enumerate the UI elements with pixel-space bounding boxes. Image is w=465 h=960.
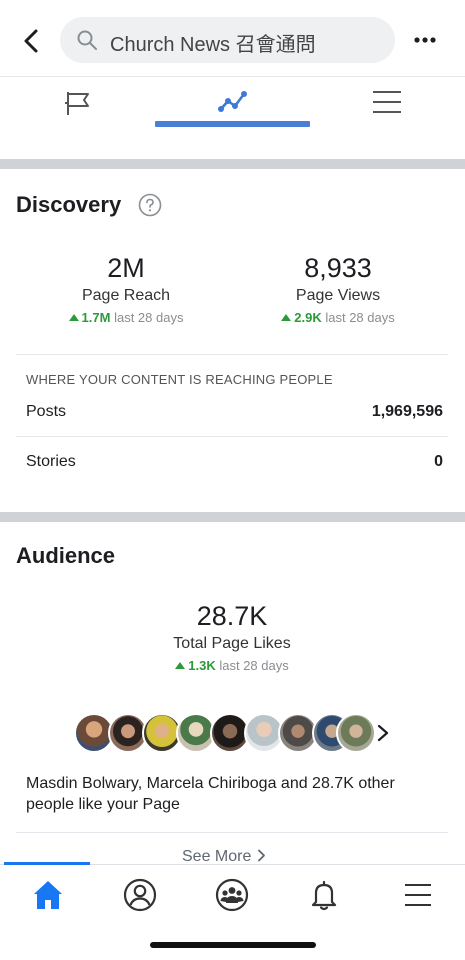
nav-groups[interactable] (212, 875, 252, 915)
reach-row-value: 1,969,596 (371, 403, 443, 420)
tab-menu[interactable] (310, 77, 465, 131)
hamburger-icon (373, 91, 401, 113)
metric-trend: 2.9K last 28 days (238, 310, 438, 325)
metric-delta: 2.9K (294, 310, 322, 325)
up-arrow-icon (68, 314, 79, 321)
section-divider (0, 512, 465, 522)
avatar[interactable] (176, 713, 216, 753)
metric-value: 28.7K (196, 601, 268, 631)
tab-insights[interactable] (155, 77, 310, 131)
section-divider (0, 159, 465, 169)
reach-row-label: Stories (26, 453, 76, 470)
page-tabs (0, 76, 465, 130)
search-input[interactable]: Church News 召會通問 (60, 17, 395, 63)
up-arrow-icon (175, 662, 186, 669)
nav-profile[interactable] (120, 875, 160, 915)
bell-icon (311, 880, 337, 911)
metric-period: last 28 days (325, 310, 395, 325)
metric-period: last 28 days (114, 310, 184, 325)
audience-title: Audience (16, 543, 116, 568)
metric-trend: 1.7M last 28 days (26, 310, 226, 325)
active-tab-indicator (155, 121, 310, 127)
reach-heading: WHERE YOUR CONTENT IS REACHING PEOPLE (26, 372, 333, 387)
up-arrow-icon (281, 314, 292, 321)
metric-period: last 28 days (219, 658, 289, 673)
tab-page[interactable] (0, 77, 155, 131)
profile-icon (123, 878, 157, 912)
nav-notifications[interactable] (304, 875, 344, 915)
divider-line (16, 832, 448, 833)
chevron-right-icon (258, 849, 266, 862)
home-icon (34, 881, 62, 909)
back-arrow-icon[interactable] (18, 26, 44, 56)
see-more-button[interactable]: See More (182, 848, 266, 866)
help-icon[interactable] (138, 193, 162, 217)
nav-menu[interactable] (398, 875, 438, 915)
avatar[interactable] (142, 713, 182, 753)
nav-home[interactable] (28, 875, 68, 915)
flag-icon (65, 92, 89, 115)
metric-delta: 1.7M (81, 310, 111, 325)
insights-line-icon (218, 91, 247, 112)
see-more-label: See More (182, 848, 252, 865)
search-icon (77, 30, 97, 50)
divider-line (16, 354, 448, 355)
metric-total-likes: 28.7K Total Page Likes 1.3K last 28 days (132, 600, 332, 673)
chevron-right-icon[interactable] (376, 723, 390, 743)
metric-label: Page Views (295, 287, 381, 304)
metric-label: Page Reach (81, 287, 171, 304)
avatar[interactable] (244, 713, 284, 753)
reach-row-value: 0 (434, 453, 443, 470)
menu-icon (405, 884, 431, 906)
metric-value: 2M (107, 253, 145, 283)
more-dots-icon[interactable] (408, 26, 442, 52)
home-indicator[interactable] (150, 942, 316, 948)
likers-summary: Masdin Bolwary, Marcela Chiriboga and 28… (26, 775, 395, 813)
reach-row-label: Posts (26, 403, 67, 420)
top-bar: Church News 召會通問 (0, 0, 465, 76)
metric-page-views: 8,933 Page Views 2.9K last 28 days (238, 252, 438, 325)
metric-delta: 1.3K (188, 658, 216, 673)
active-nav-indicator (4, 862, 90, 865)
metric-value: 8,933 (304, 253, 372, 283)
metric-page-reach: 2M Page Reach 1.7M last 28 days (26, 252, 226, 325)
search-text: Church News 召會通問 (110, 34, 316, 56)
discovery-title: Discovery (16, 192, 122, 217)
metric-trend: 1.3K last 28 days (132, 658, 332, 673)
metric-label: Total Page Likes (173, 635, 291, 652)
avatar[interactable] (336, 713, 376, 753)
groups-icon (215, 878, 249, 912)
avatar[interactable] (210, 713, 250, 753)
divider-line (16, 436, 448, 437)
